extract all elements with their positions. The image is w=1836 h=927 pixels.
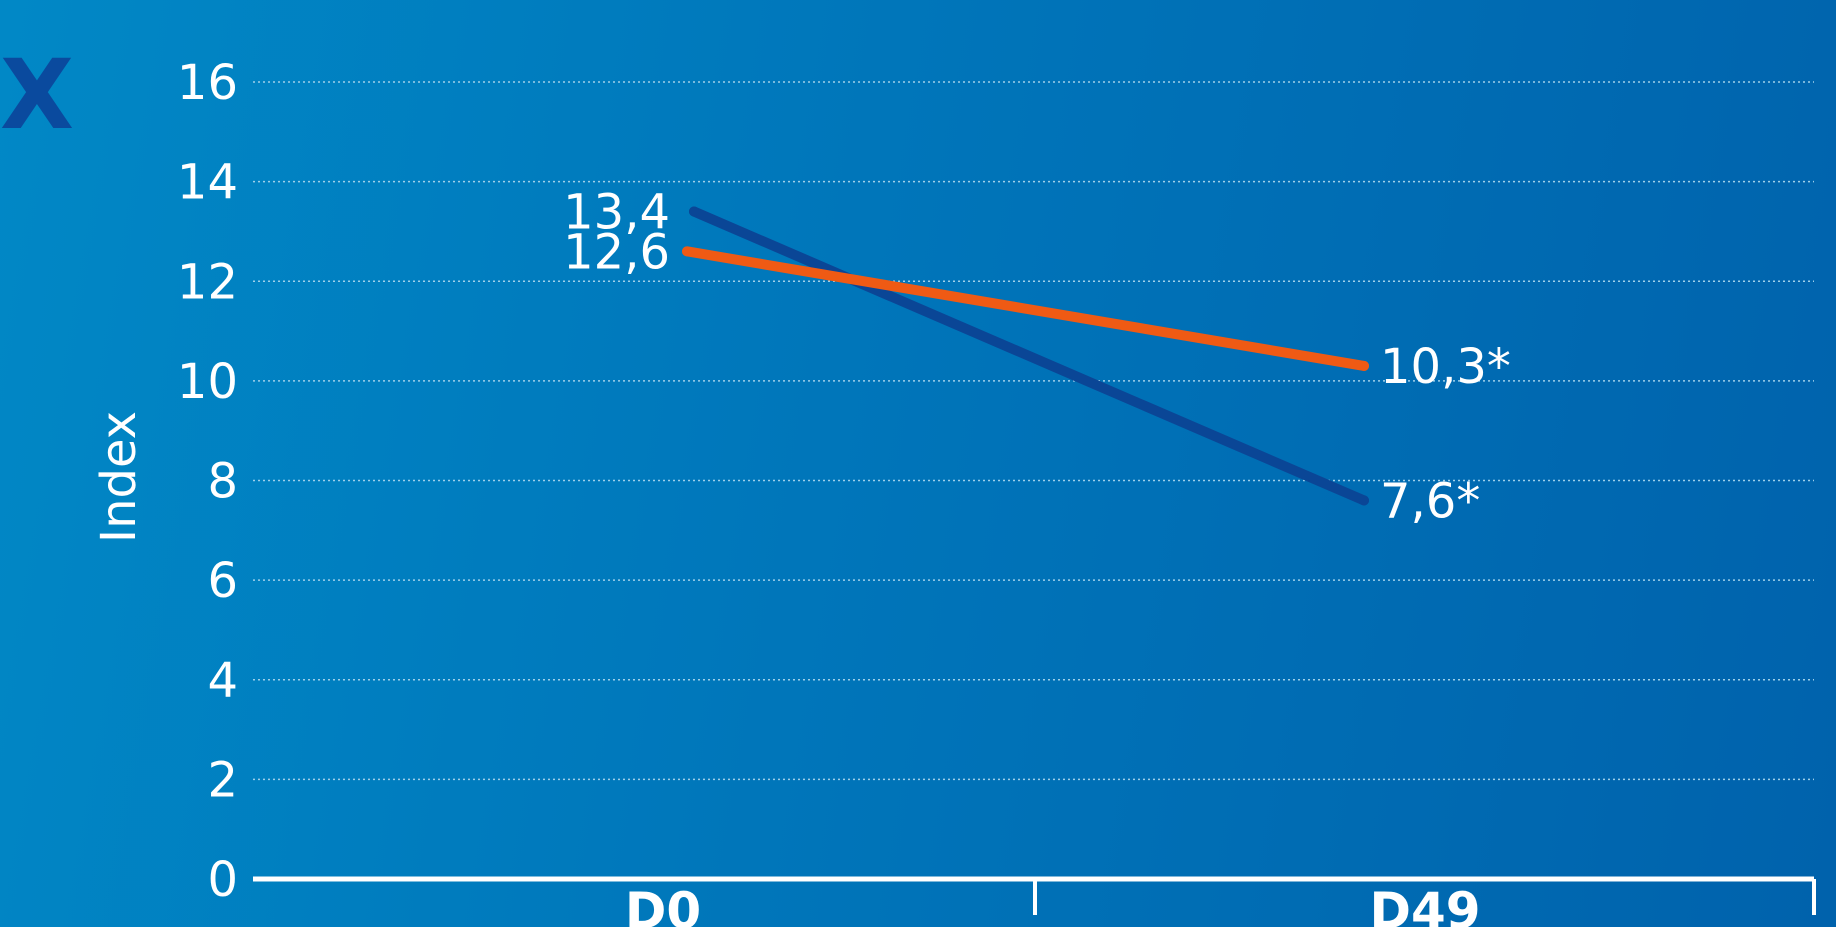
panel-letter: X: [0, 39, 74, 151]
data-label: 7,6*: [1380, 473, 1480, 529]
y-tick-label: 6: [207, 553, 238, 609]
y-axis-label: Index: [91, 411, 147, 543]
data-point: [1359, 495, 1369, 506]
y-tick-label: 10: [177, 354, 238, 410]
data-labels: 13,4 7,6* 12,6 10,3*: [563, 185, 1511, 530]
data-label: 10,3*: [1380, 339, 1511, 395]
y-tick-label: 0: [207, 852, 238, 908]
x-category-label: D0: [625, 882, 701, 927]
gridlines: [253, 81, 1814, 781]
y-tick-label: 8: [207, 454, 238, 510]
x-category-label: D49: [1369, 882, 1480, 927]
series-line: [689, 206, 1369, 506]
data-point: [689, 206, 699, 217]
y-tick-label: 2: [207, 752, 238, 808]
x-category-labels: D0 D49: [625, 882, 1481, 927]
y-tick-labels: 0 2 4 6 8 10 12 14 16: [177, 55, 238, 908]
data-point: [1359, 360, 1369, 371]
y-tick-label: 12: [177, 254, 238, 310]
data-point: [682, 246, 692, 257]
data-label: 12,6: [563, 224, 670, 280]
y-tick-label: 16: [177, 55, 238, 111]
series-lines: [682, 206, 1369, 506]
data-label: 13,4: [563, 185, 670, 241]
y-tick-label: 14: [177, 155, 238, 211]
x-axis: [253, 876, 1816, 915]
series-line: [682, 246, 1369, 371]
y-tick-label: 4: [207, 653, 238, 709]
